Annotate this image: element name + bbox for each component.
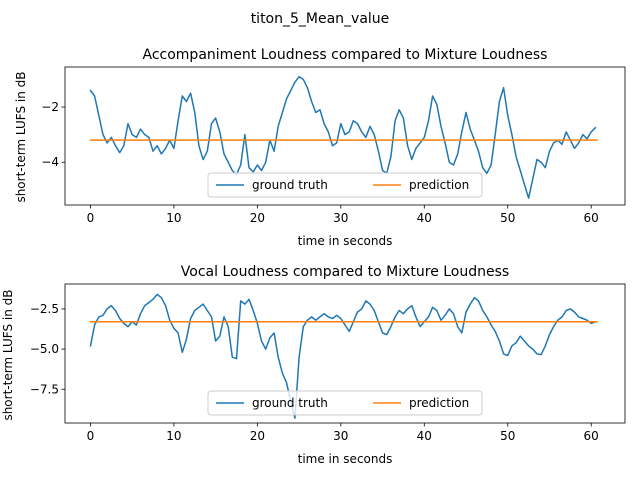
- plot-frame: [64, 283, 626, 424]
- chart-title: Accompaniment Loudness compared to Mixtu…: [143, 47, 548, 63]
- legend: ground truth prediction: [207, 390, 483, 416]
- y-tick-label: −5.0: [30, 342, 59, 356]
- legend-label: ground truth: [252, 178, 328, 192]
- x-tick-label: 50: [500, 211, 515, 225]
- x-tick-label: 50: [500, 429, 515, 443]
- x-axis-label: time in seconds: [298, 452, 393, 466]
- x-tick-label: 0: [87, 211, 95, 225]
- legend-box: [207, 172, 483, 198]
- vocal-chart: Vocal Loudness compared to Mixture Loudn…: [1, 264, 626, 466]
- x-tick-label: 40: [417, 429, 432, 443]
- x-tick-label: 10: [166, 211, 181, 225]
- legend-label: ground truth: [252, 396, 328, 410]
- x-tick-label: 30: [333, 211, 348, 225]
- x-tick-label: 60: [584, 429, 599, 443]
- legend-box: [207, 390, 483, 416]
- x-tick-label: 40: [417, 211, 432, 225]
- x-tick-label: 0: [87, 429, 95, 443]
- y-tick-label: −7.5: [30, 382, 59, 396]
- legend-label: prediction: [409, 178, 469, 192]
- legend: ground truth prediction: [207, 172, 483, 198]
- x-tick-label: 20: [250, 429, 265, 443]
- x-axis-label: time in seconds: [298, 234, 393, 248]
- chart-title: Vocal Loudness compared to Mixture Loudn…: [181, 264, 509, 280]
- figure-suptitle: titon_5_Mean_value: [251, 11, 390, 27]
- x-tick-label: 60: [584, 211, 599, 225]
- y-tick-label: −2.5: [30, 302, 59, 316]
- y-axis-label: short-term LUFS in dB: [14, 71, 28, 202]
- plot-frame: [64, 66, 626, 206]
- accompaniment-chart: Accompaniment Loudness compared to Mixtu…: [14, 47, 626, 248]
- x-tick-label: 20: [250, 211, 265, 225]
- legend-label: prediction: [409, 396, 469, 410]
- series-line-ground-truth: [89, 75, 597, 199]
- y-tick-label: −2: [41, 100, 59, 114]
- x-tick-label: 30: [333, 429, 348, 443]
- x-tick-label: 10: [166, 429, 181, 443]
- y-axis-label: short-term LUFS in dB: [1, 289, 15, 420]
- y-tick-label: −4: [41, 155, 59, 169]
